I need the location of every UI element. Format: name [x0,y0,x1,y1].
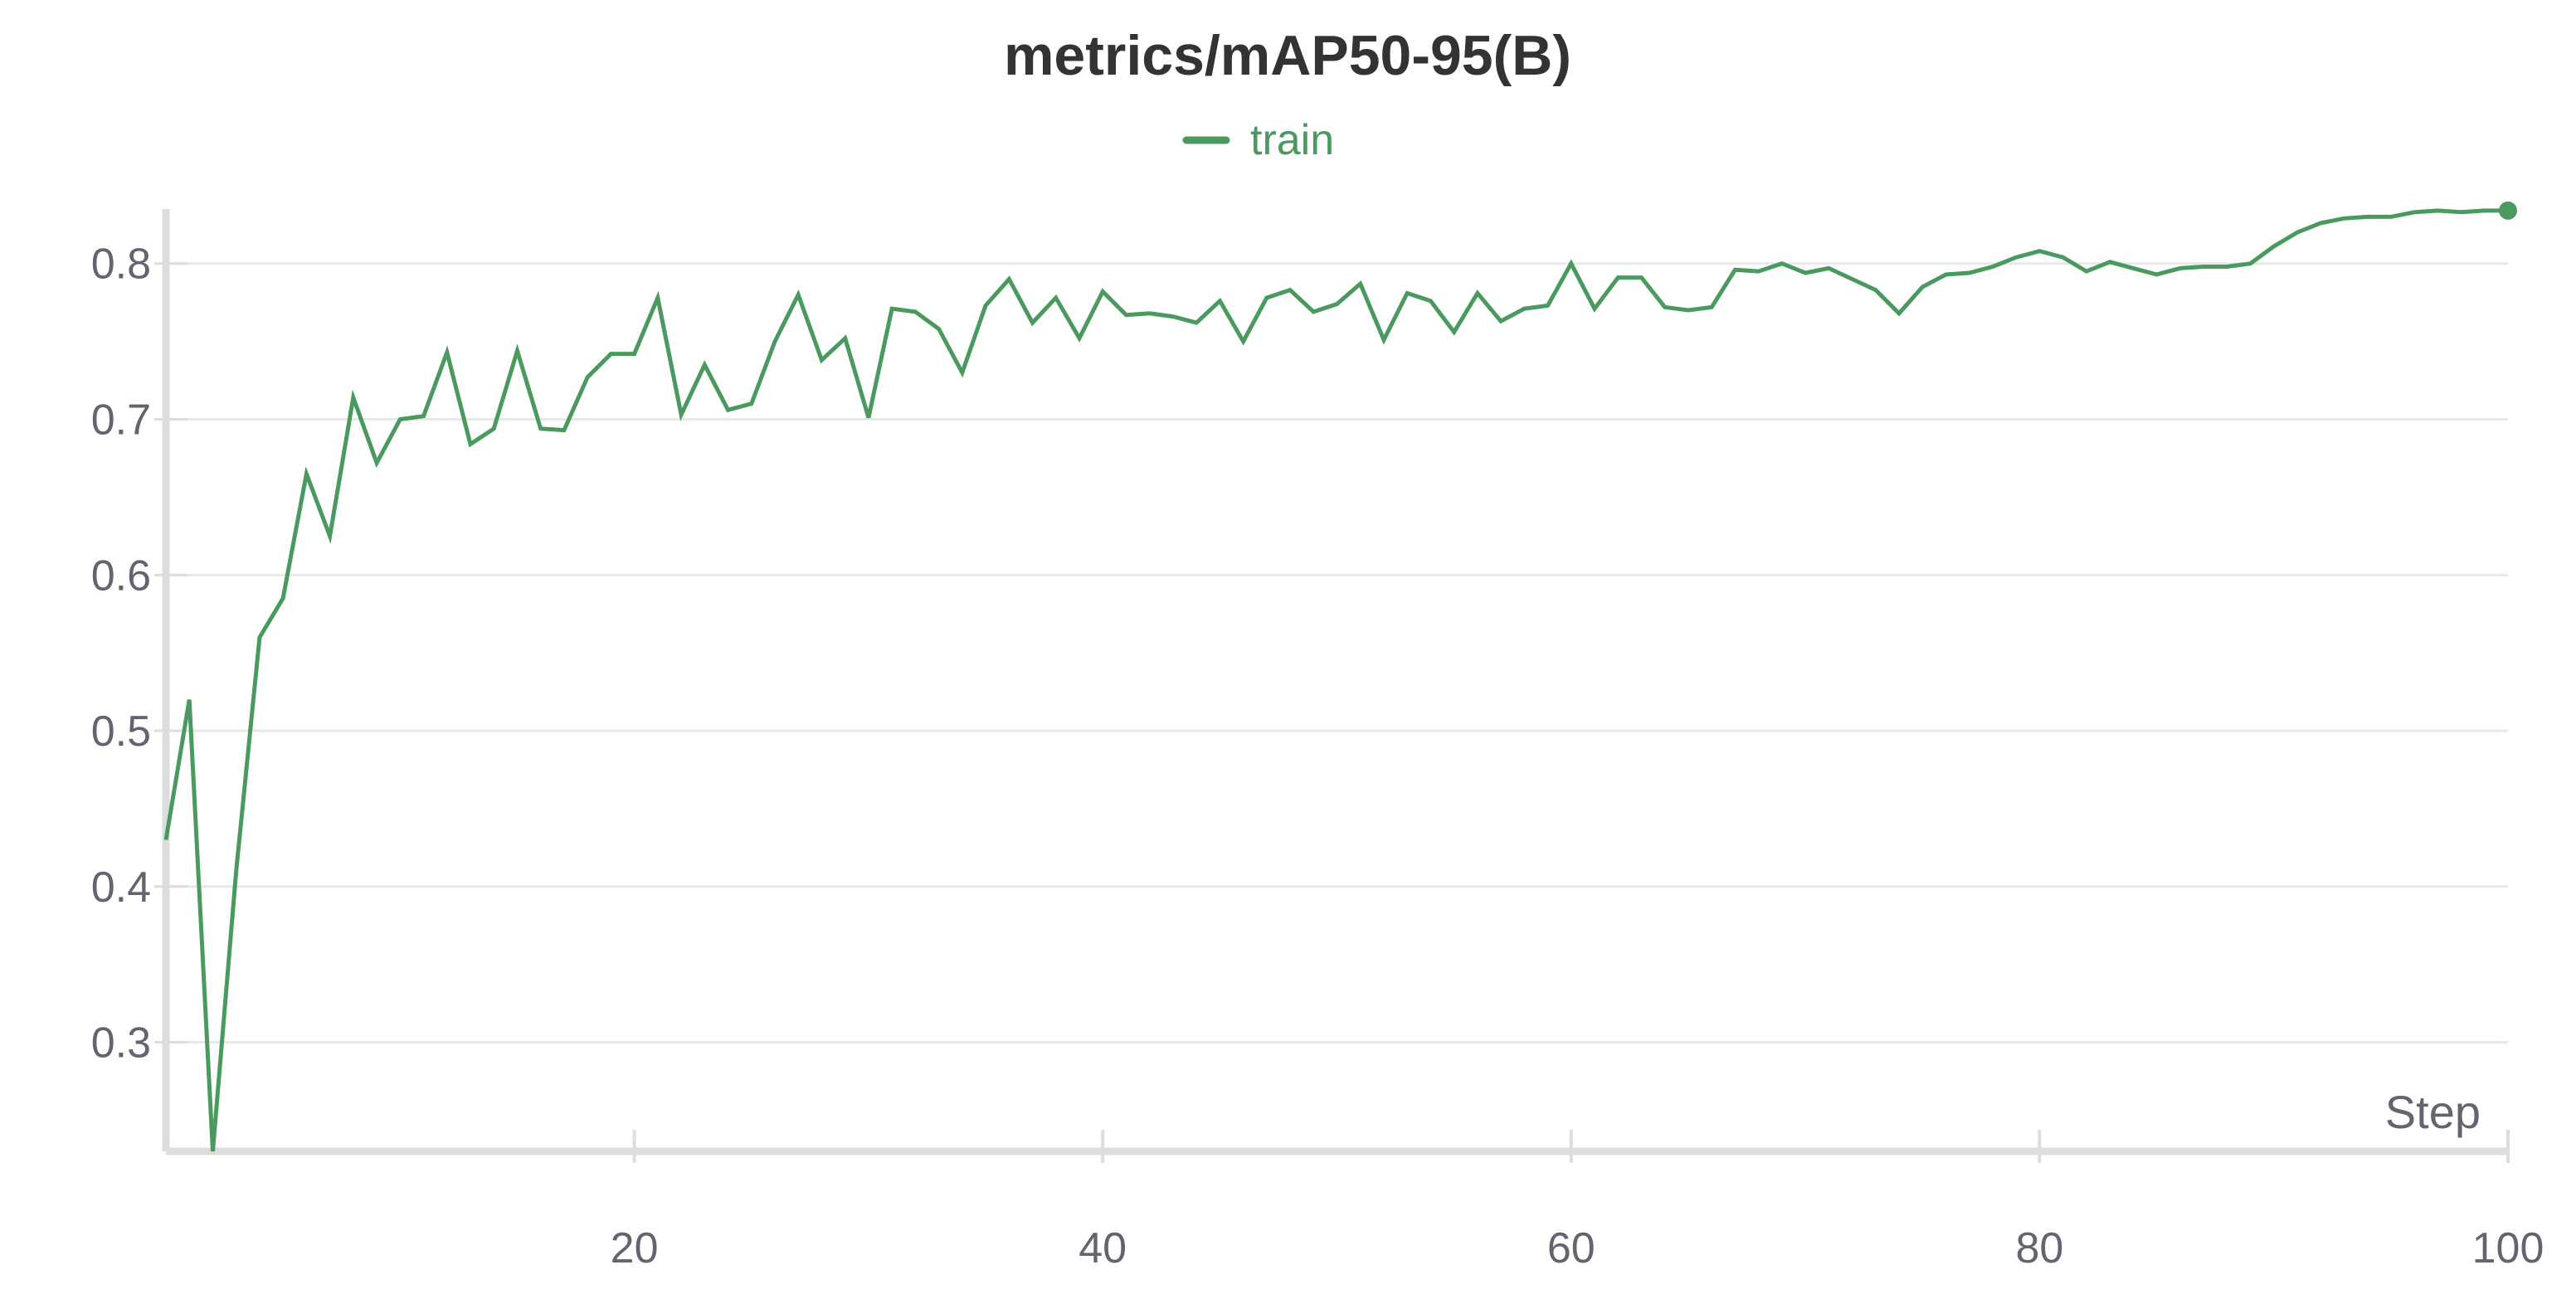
y-tick-label: 0.4 [91,863,151,912]
x-tick-label: 20 [611,1224,659,1272]
y-tick-label: 0.5 [91,708,151,756]
x-tick-label: 40 [1079,1224,1127,1272]
legend: train [1182,116,1334,164]
legend-label-train: train [1250,116,1334,164]
y-tick-label: 0.3 [91,1019,151,1068]
series-layer [163,201,2517,1152]
x-tick-label: 60 [1547,1224,1595,1272]
y-axis-ticks: 0.3 0.4 0.5 0.6 0.7 0.8 [91,241,187,1068]
series-endpoint-marker [2499,201,2517,220]
x-tick-label: 100 [2472,1224,2544,1272]
x-tick-label: 80 [2015,1224,2063,1272]
axes [162,209,2508,1155]
series-line-train [163,208,2508,1152]
y-tick-label: 0.8 [91,241,151,289]
y-tick-label: 0.6 [91,552,151,600]
y-tick-label: 0.7 [91,396,151,444]
x-axis-ticks: 20 40 60 80 100 [611,1130,2544,1272]
x-axis-label: Step [2385,1086,2481,1138]
gridlines [166,262,2508,1044]
chart-title: metrics/mAP50-95(B) [1004,24,1571,87]
